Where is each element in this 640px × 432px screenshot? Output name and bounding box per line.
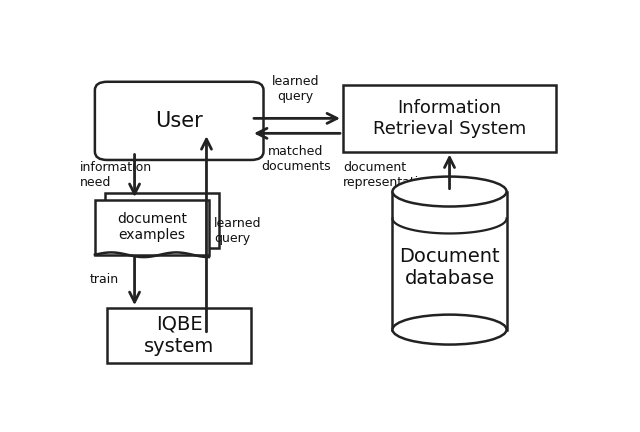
Bar [108, 308, 251, 363]
FancyBboxPatch shape [95, 82, 264, 160]
Text: User: User [156, 111, 203, 131]
Ellipse shape [392, 314, 507, 345]
Text: train: train [90, 273, 119, 286]
Text: information
need: information need [80, 161, 152, 189]
Text: Information
Retrieval System: Information Retrieval System [373, 99, 526, 138]
Ellipse shape [392, 177, 507, 206]
Bar [343, 85, 556, 152]
Bar [105, 193, 219, 248]
Text: document
examples: document examples [117, 212, 187, 242]
Text: learned
query: learned query [272, 76, 319, 103]
Text: IQBE
system: IQBE system [144, 315, 214, 356]
Bar [392, 191, 507, 330]
Text: learned
query: learned query [214, 217, 261, 245]
Text: document
representations: document representations [343, 161, 441, 189]
Bar [95, 200, 209, 255]
Text: Document
database: Document database [399, 247, 500, 288]
Text: matched
documents: matched documents [261, 145, 331, 173]
